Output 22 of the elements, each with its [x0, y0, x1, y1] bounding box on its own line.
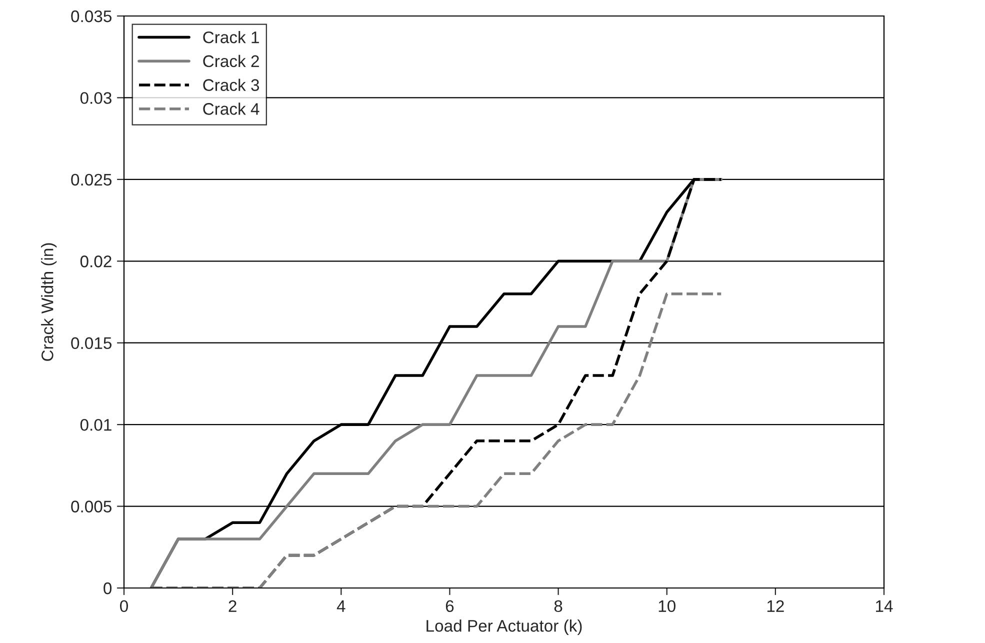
- legend-label: Crack 2: [203, 54, 259, 68]
- x-tick-label: 12: [767, 600, 784, 612]
- y-axis-title: Crack Width (in): [41, 243, 57, 361]
- legend-label: Crack 4: [203, 102, 260, 115]
- y-tick-label: 0.03: [80, 92, 112, 104]
- x-tick-label: 4: [336, 600, 346, 612]
- x-tick-label: 10: [658, 600, 676, 612]
- x-tick-label: 14: [876, 600, 893, 612]
- y-tick-label: 0.035: [71, 10, 112, 22]
- y-tick-label: 0.01: [80, 418, 112, 431]
- x-axis-title: Load Per Actuator (k): [426, 620, 582, 636]
- legend-label: Crack 3: [203, 78, 260, 91]
- y-tick-label: 0.005: [71, 500, 112, 512]
- x-tick-label: 8: [554, 600, 562, 612]
- x-tick-label: 0: [120, 600, 128, 612]
- y-tick-label: 0.02: [80, 256, 112, 268]
- y-tick-label: 0.015: [71, 337, 112, 350]
- x-tick-label: 2: [228, 600, 236, 612]
- y-tick-label: 0: [104, 582, 112, 594]
- x-tick-label: 6: [446, 600, 454, 612]
- y-tick-label: 0.025: [71, 174, 112, 186]
- legend-label: Crack 1: [203, 31, 259, 44]
